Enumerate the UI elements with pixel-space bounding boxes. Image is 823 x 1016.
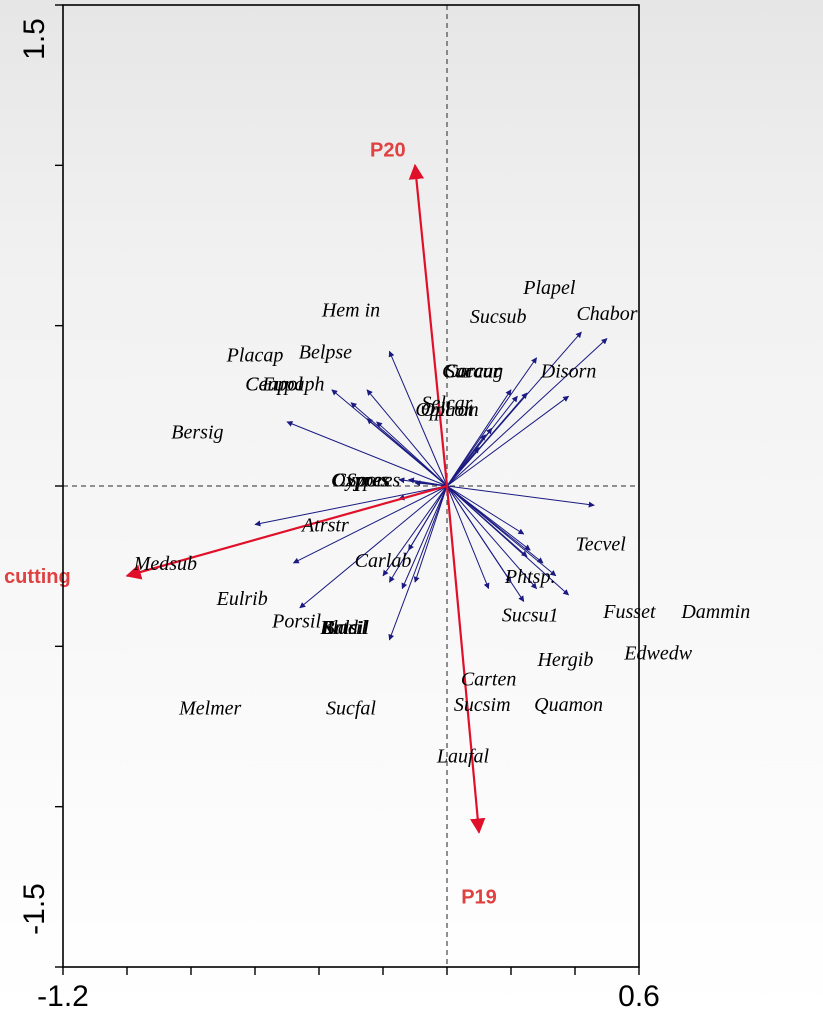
species-label-cenpol: Cenpol <box>245 373 303 395</box>
species-arrow-kalsil <box>413 485 448 583</box>
species-label-carlab: Carlab <box>355 550 412 572</box>
species-label-spores: Spores <box>347 470 401 492</box>
x-tick-label-min: -1.2 <box>37 980 89 1013</box>
species-arrows <box>254 331 608 641</box>
species-label-sucsu1: Sucsu1 <box>502 604 559 626</box>
species-arrow-sucfal <box>388 485 448 641</box>
species-label-kalsil: Kalsil <box>320 617 369 639</box>
species-label-melmer: Melmer <box>178 697 241 719</box>
y-tick-label-min: -1.5 <box>18 883 51 935</box>
species-label-sucsub: Sucsub <box>470 306 527 328</box>
species-arrow-laufal <box>446 485 490 590</box>
species-label-caraug: Caraug <box>442 361 503 383</box>
species-arrow-bersig <box>286 421 448 487</box>
species-label-eupaph: Eupaph <box>261 373 324 395</box>
species-label-eulrib: Eulrib <box>216 588 268 610</box>
species-arrow-medsub <box>254 485 448 527</box>
environment-arrow-cutting <box>125 484 448 580</box>
species-label-sucfal: Sucfal <box>326 697 376 719</box>
species-label-cypres: Cypres <box>333 470 389 492</box>
species-arrow-sucsim <box>446 485 512 583</box>
species-arrow-phtsp <box>446 485 525 535</box>
environment-arrow-p20 <box>408 163 449 487</box>
environment-label-p20: P20 <box>370 139 406 161</box>
species-label-phtsp: Phtsp. <box>504 566 556 588</box>
species-arrow-eupaph <box>376 421 448 487</box>
species-arrow-oplrot <box>446 447 480 487</box>
species-arrow-chabor <box>446 338 608 487</box>
species-label-oxypes: Oxypes <box>331 470 390 492</box>
species-label-belpse: Belpse <box>299 341 352 363</box>
species-arrow-quamon <box>446 485 537 590</box>
species-label-oplrot: Oplrot <box>421 399 474 421</box>
species-label-porsil: Porsil <box>271 611 321 633</box>
species-label-hem-in: Hem in <box>321 300 380 322</box>
species-label-tecvel: Tecvel <box>575 534 626 556</box>
species-label-chabor: Chabor <box>576 303 637 325</box>
species-label-brtril: Brtril <box>322 617 367 639</box>
species-label-disorn: Disorn <box>540 361 597 383</box>
species-label-dammin: Dammin <box>680 601 750 623</box>
species-arrow-sucsub <box>446 357 538 487</box>
species-arrow-disorn <box>446 395 570 487</box>
species-label-quamon: Quamon <box>534 694 603 716</box>
environment-labels: P20 cutting P19 <box>4 139 497 908</box>
species-arrow-brtril <box>401 485 448 590</box>
species-arrow-tecvel <box>446 485 595 508</box>
species-label-ceupol: Ceupol <box>245 373 303 395</box>
environment-label-p19: P19 <box>461 886 497 908</box>
species-arrow-bladil <box>382 485 448 577</box>
species-arrow-belpse <box>366 389 448 487</box>
species-label-selcar: Selcar <box>421 393 472 415</box>
x-tick-label-max: 0.6 <box>618 980 660 1013</box>
species-arrow-carcar <box>446 389 512 487</box>
species-arrow-cenpol <box>366 418 448 487</box>
species-arrow-spores <box>414 480 448 487</box>
species-arrow-hem-in <box>388 350 448 487</box>
species-label-sucsim: Sucsim <box>454 694 511 716</box>
y-tick-label-max: 1.5 <box>18 18 51 60</box>
species-label-carcar: Carcar <box>444 361 501 383</box>
species-label-bersig: Bersig <box>171 421 223 443</box>
species-label-hergib: Hergib <box>536 649 593 671</box>
species-label-laufal: Laufal <box>436 745 490 767</box>
species-label-fusset: Fusset <box>602 601 656 623</box>
species-label-carten: Carten <box>461 668 517 690</box>
environment-label-cutting: cutting <box>4 566 71 588</box>
species-arrow-edwedw <box>446 485 557 577</box>
species-label-plapel: Plapel <box>522 277 576 299</box>
species-label-bladil: Bladil <box>320 617 369 639</box>
species-label-oplcom: Oplcom <box>415 399 478 421</box>
species-label-atrstr: Atrstr <box>300 514 349 536</box>
species-arrow-eulrib <box>292 485 448 564</box>
environment-arrow-p19 <box>445 485 486 834</box>
species-arrow-porsil <box>388 485 448 583</box>
species-arrow-hergib <box>446 485 570 596</box>
species-label-placap: Placap <box>226 345 284 367</box>
species-label-edwedw: Edwedw <box>623 643 692 665</box>
species-label-medsub: Medsub <box>133 553 197 575</box>
axis-ticks <box>55 4 640 975</box>
environment-arrows <box>125 163 486 834</box>
species-arrow-melmer <box>299 485 448 609</box>
species-label-succur: Succur <box>445 361 501 383</box>
